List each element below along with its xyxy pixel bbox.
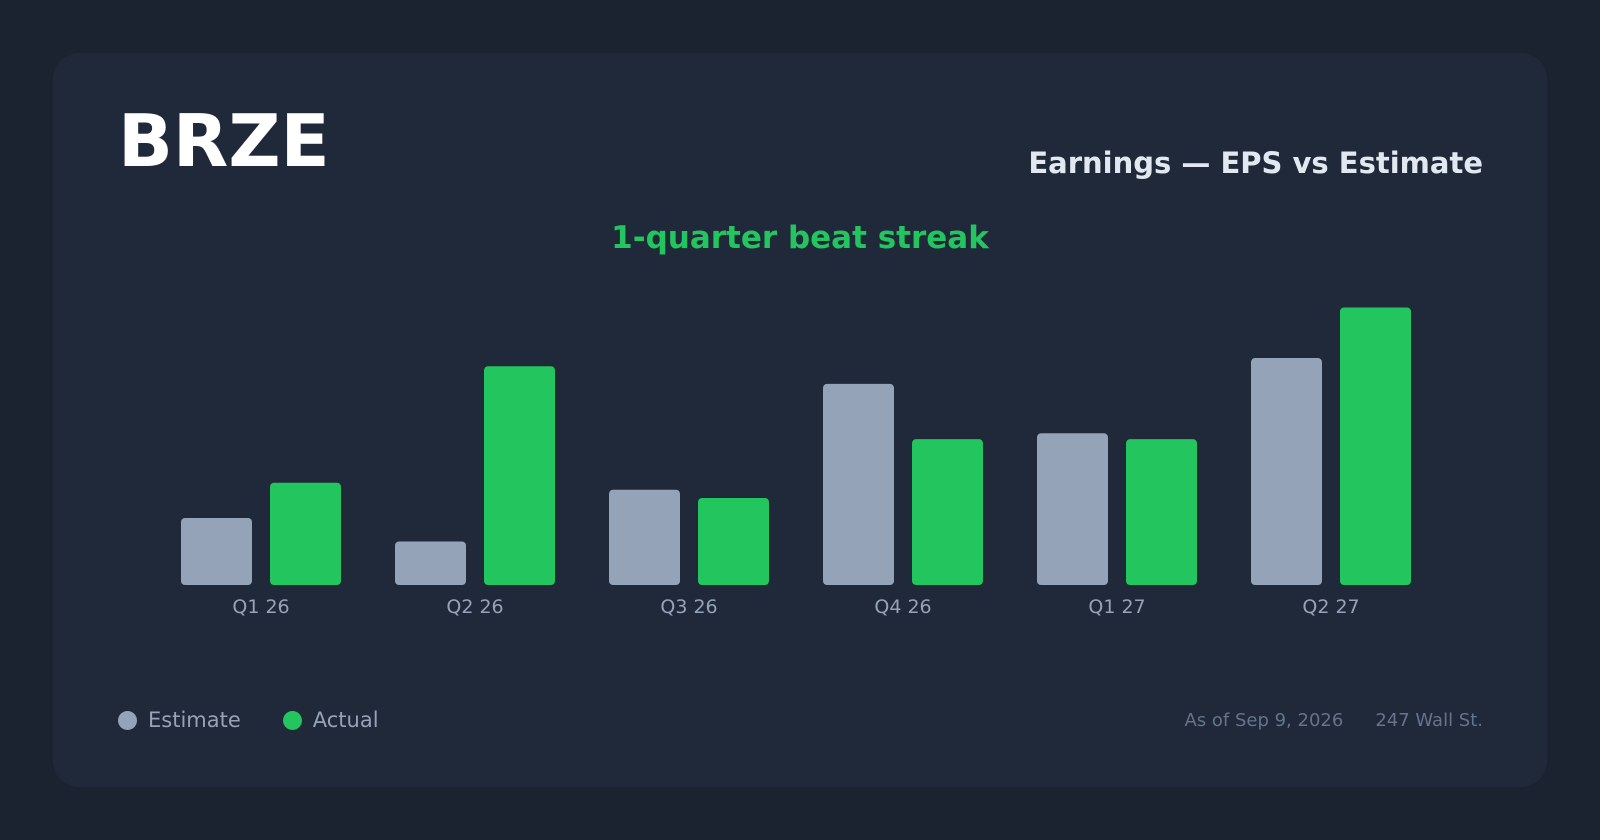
bars-group — [181, 307, 1411, 585]
legend-item-estimate: Estimate — [118, 708, 241, 732]
bar-actual-q3-26 — [698, 497, 769, 585]
bar-actual-q4-26 — [912, 439, 983, 585]
x-tick-label-q3-26: Q3 26 — [660, 596, 717, 618]
bar-actual-q2-26 — [484, 366, 555, 585]
x-tick-label-q1-26: Q1 26 — [232, 596, 289, 618]
bar-estimate-q2-26 — [395, 541, 466, 585]
bar-estimate-q4-26 — [823, 383, 894, 585]
earnings-card: BRZE Earnings — EPS vs Estimate 1-quarte… — [53, 53, 1547, 787]
legend: Estimate Actual — [118, 708, 421, 732]
eps-bar-chart: Q1 26 Q2 26 Q3 26 Q4 26 Q1 27 Q2 27 — [181, 307, 1411, 618]
bar-actual-q1-27 — [1126, 439, 1197, 585]
source-label: 247 Wall St. — [1375, 710, 1483, 731]
estimate-swatch — [118, 710, 137, 730]
x-tick-label-q2-27: Q2 27 — [1302, 596, 1359, 618]
legend-estimate-label: Estimate — [148, 708, 241, 732]
bar-estimate-q2-27 — [1251, 358, 1322, 585]
bar-actual-q1-26 — [270, 482, 341, 585]
x-axis-labels: Q1 26 Q2 26 Q3 26 Q4 26 Q1 27 Q2 27 — [232, 596, 1359, 618]
actual-swatch — [282, 710, 302, 730]
x-tick-label-q2-26: Q2 26 — [446, 596, 503, 618]
x-tick-label-q4-26: Q4 26 — [874, 596, 931, 618]
as-of-date: As of Sep 9, 2026 — [1184, 710, 1344, 731]
bar-actual-q2-27 — [1340, 307, 1411, 585]
bar-estimate-q3-26 — [609, 489, 680, 585]
bar-estimate-q1-27 — [1037, 433, 1108, 585]
ticker-symbol: BRZE — [118, 99, 330, 183]
bar-estimate-q1-26 — [181, 517, 252, 585]
chart-title: Earnings — EPS vs Estimate — [1028, 146, 1483, 180]
beat-streak-label: 1-quarter beat streak — [611, 220, 989, 256]
legend-item-actual: Actual — [282, 708, 379, 732]
footer: As of Sep 9, 2026 247 Wall St. — [1184, 710, 1483, 731]
legend-actual-label: Actual — [312, 708, 379, 732]
x-tick-label-q1-27: Q1 27 — [1088, 596, 1145, 618]
